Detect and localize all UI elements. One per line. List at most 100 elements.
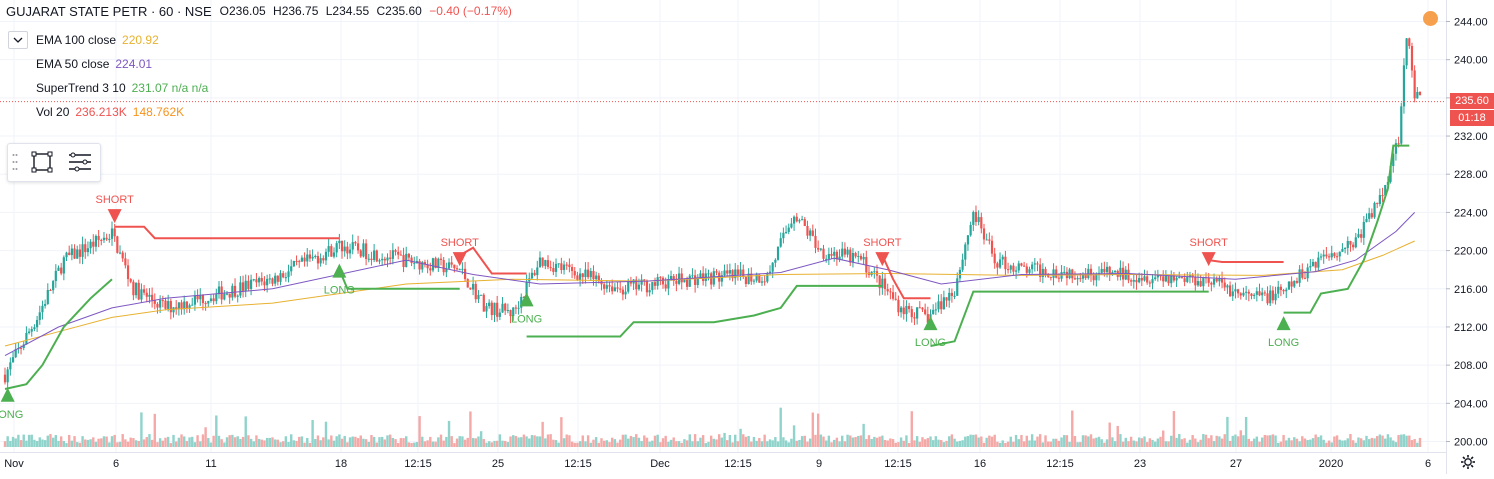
volume-bar xyxy=(169,443,173,447)
volume-bar xyxy=(1079,442,1082,447)
volume-bar xyxy=(1001,440,1004,447)
volume-bar xyxy=(490,442,494,447)
candle-body xyxy=(108,238,111,240)
candle-body xyxy=(335,243,338,253)
volume-bar xyxy=(1044,435,1047,447)
volume-bar xyxy=(557,442,560,447)
volume-bar xyxy=(752,436,756,447)
lines-tool-button[interactable] xyxy=(66,148,94,176)
volume-bar xyxy=(399,438,403,447)
volume-bar xyxy=(284,436,288,447)
candle-body xyxy=(560,263,563,271)
price-tick-label: 228.00 xyxy=(1454,169,1488,181)
volume-bar xyxy=(934,436,938,447)
volume-bar xyxy=(1290,440,1293,447)
price-chart[interactable]: LONG SHORT LONG SHORT LONG SHORT LONG SHORT LONG xyxy=(0,0,1446,474)
volume-bar xyxy=(1239,430,1242,447)
volume-bar xyxy=(1060,437,1063,447)
candle-body xyxy=(573,271,576,276)
volume-bar xyxy=(1346,438,1349,447)
candle-body xyxy=(908,305,911,310)
volume-bar xyxy=(1116,425,1119,447)
candle-body xyxy=(6,369,9,383)
candle-body xyxy=(354,242,357,244)
volume-bar xyxy=(1028,440,1031,447)
volume-bar xyxy=(774,437,777,447)
candle-body xyxy=(771,262,774,272)
volume-bar xyxy=(1014,434,1018,447)
gear-icon[interactable] xyxy=(1459,453,1477,471)
volume-bar xyxy=(19,440,23,447)
candle-body xyxy=(1269,290,1272,304)
candle-body xyxy=(806,225,809,236)
indicator-value: 220.92 xyxy=(122,33,159,47)
volume-bar xyxy=(482,439,485,447)
volume-bar xyxy=(1389,437,1392,447)
volume-bar xyxy=(522,434,526,447)
volume-bar xyxy=(1210,435,1213,447)
candle-body xyxy=(833,251,836,256)
volume-bar xyxy=(290,434,293,447)
volume-bar xyxy=(145,437,148,447)
time-axis[interactable]: Nov 6 11 18 12:15 25 12:15 Dec 12:15 9 12:15 16 12:1… xyxy=(0,452,1446,474)
legend-ema50[interactable]: EMA 50 close 224.01 xyxy=(36,55,152,73)
signal-label: LONG xyxy=(915,337,946,349)
drag-handle-icon[interactable] xyxy=(12,152,18,172)
volume-bar xyxy=(560,417,563,447)
candle-body xyxy=(351,242,354,250)
supertrend-segment xyxy=(4,278,113,390)
ohlc-low: L234.55 xyxy=(325,4,370,18)
market-status-icon[interactable] xyxy=(1423,11,1438,26)
volume-bar xyxy=(375,442,379,447)
volume-bar xyxy=(886,440,889,447)
volume-bar xyxy=(1293,437,1296,447)
indicator-value: 236.213K xyxy=(75,105,127,119)
candle-body xyxy=(217,286,221,295)
volume-bar xyxy=(964,436,967,447)
volume-bar xyxy=(17,434,20,447)
symbol-title[interactable]: GUJARAT STATE PETR · 60 · NSE xyxy=(6,3,212,19)
volume-bar xyxy=(308,442,312,447)
time-tick-label: 2020 xyxy=(1319,458,1343,470)
candle-body xyxy=(14,349,17,358)
volume-bar xyxy=(421,436,424,447)
volume-bar xyxy=(982,442,986,447)
candle-body xyxy=(736,269,740,275)
candle-body xyxy=(1079,278,1082,280)
volume-bar xyxy=(1218,436,1221,447)
volume-bar xyxy=(30,434,33,447)
candle-body xyxy=(490,302,493,316)
volume-bar xyxy=(359,435,362,447)
volume-bar xyxy=(597,442,601,447)
volume-bar xyxy=(1220,438,1224,447)
candle-body xyxy=(223,293,226,300)
candle-body xyxy=(41,305,44,313)
volume-bar xyxy=(1303,438,1307,447)
price-axis[interactable]: 244.00240.00236.00232.00228.00224.00220.… xyxy=(1446,0,1494,474)
collapse-legend-button[interactable] xyxy=(8,31,28,49)
volume-bar xyxy=(474,438,477,447)
candle-body xyxy=(1228,285,1232,297)
legend-ema100[interactable]: EMA 100 close 220.92 xyxy=(36,31,159,49)
volume-bar xyxy=(166,436,170,447)
volume-bar xyxy=(1175,437,1178,447)
volume-bar xyxy=(688,434,691,447)
candle-body xyxy=(506,309,509,311)
candle-body xyxy=(552,268,555,272)
legend-supertrend[interactable]: SuperTrend 3 10 231.07 n/a n/a xyxy=(36,79,208,97)
candle-body xyxy=(105,237,108,240)
volume-bar xyxy=(265,437,269,447)
long-signal-marker xyxy=(0,387,15,402)
volume-bar xyxy=(629,435,633,447)
volume-bar xyxy=(677,441,681,447)
volume-bar xyxy=(3,441,7,447)
volume-bar xyxy=(867,435,871,447)
legend-volume[interactable]: Vol 20 236.213K 148.762K xyxy=(36,103,184,121)
volume-bar xyxy=(1226,416,1229,447)
candle-body xyxy=(1089,268,1093,276)
candle-body xyxy=(209,298,213,302)
volume-bar xyxy=(648,441,651,447)
candle-body xyxy=(782,232,785,239)
rectangle-tool-button[interactable] xyxy=(28,148,56,176)
time-tick-label: Dec xyxy=(650,458,670,470)
